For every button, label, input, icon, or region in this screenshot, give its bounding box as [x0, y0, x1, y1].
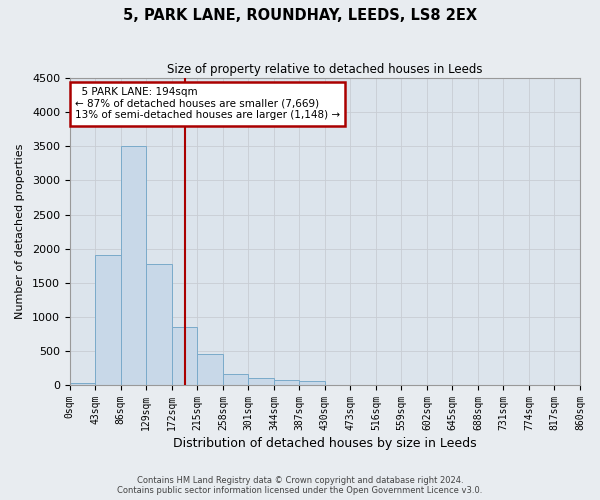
Bar: [223, 374, 248, 385]
Title: Size of property relative to detached houses in Leeds: Size of property relative to detached ho…: [167, 62, 482, 76]
Bar: [274, 380, 299, 385]
Text: 5 PARK LANE: 194sqm
← 87% of detached houses are smaller (7,669)
13% of semi-det: 5 PARK LANE: 194sqm ← 87% of detached ho…: [75, 88, 340, 120]
Bar: [197, 354, 223, 385]
Bar: [248, 378, 274, 385]
Bar: [95, 256, 121, 385]
Y-axis label: Number of detached properties: Number of detached properties: [15, 144, 25, 320]
Bar: [172, 327, 197, 385]
Text: Contains HM Land Registry data © Crown copyright and database right 2024.
Contai: Contains HM Land Registry data © Crown c…: [118, 476, 482, 495]
Bar: [70, 383, 95, 385]
Bar: [299, 381, 325, 385]
Bar: [146, 264, 172, 385]
Text: 5, PARK LANE, ROUNDHAY, LEEDS, LS8 2EX: 5, PARK LANE, ROUNDHAY, LEEDS, LS8 2EX: [123, 8, 477, 22]
Bar: [121, 146, 146, 385]
X-axis label: Distribution of detached houses by size in Leeds: Distribution of detached houses by size …: [173, 437, 477, 450]
